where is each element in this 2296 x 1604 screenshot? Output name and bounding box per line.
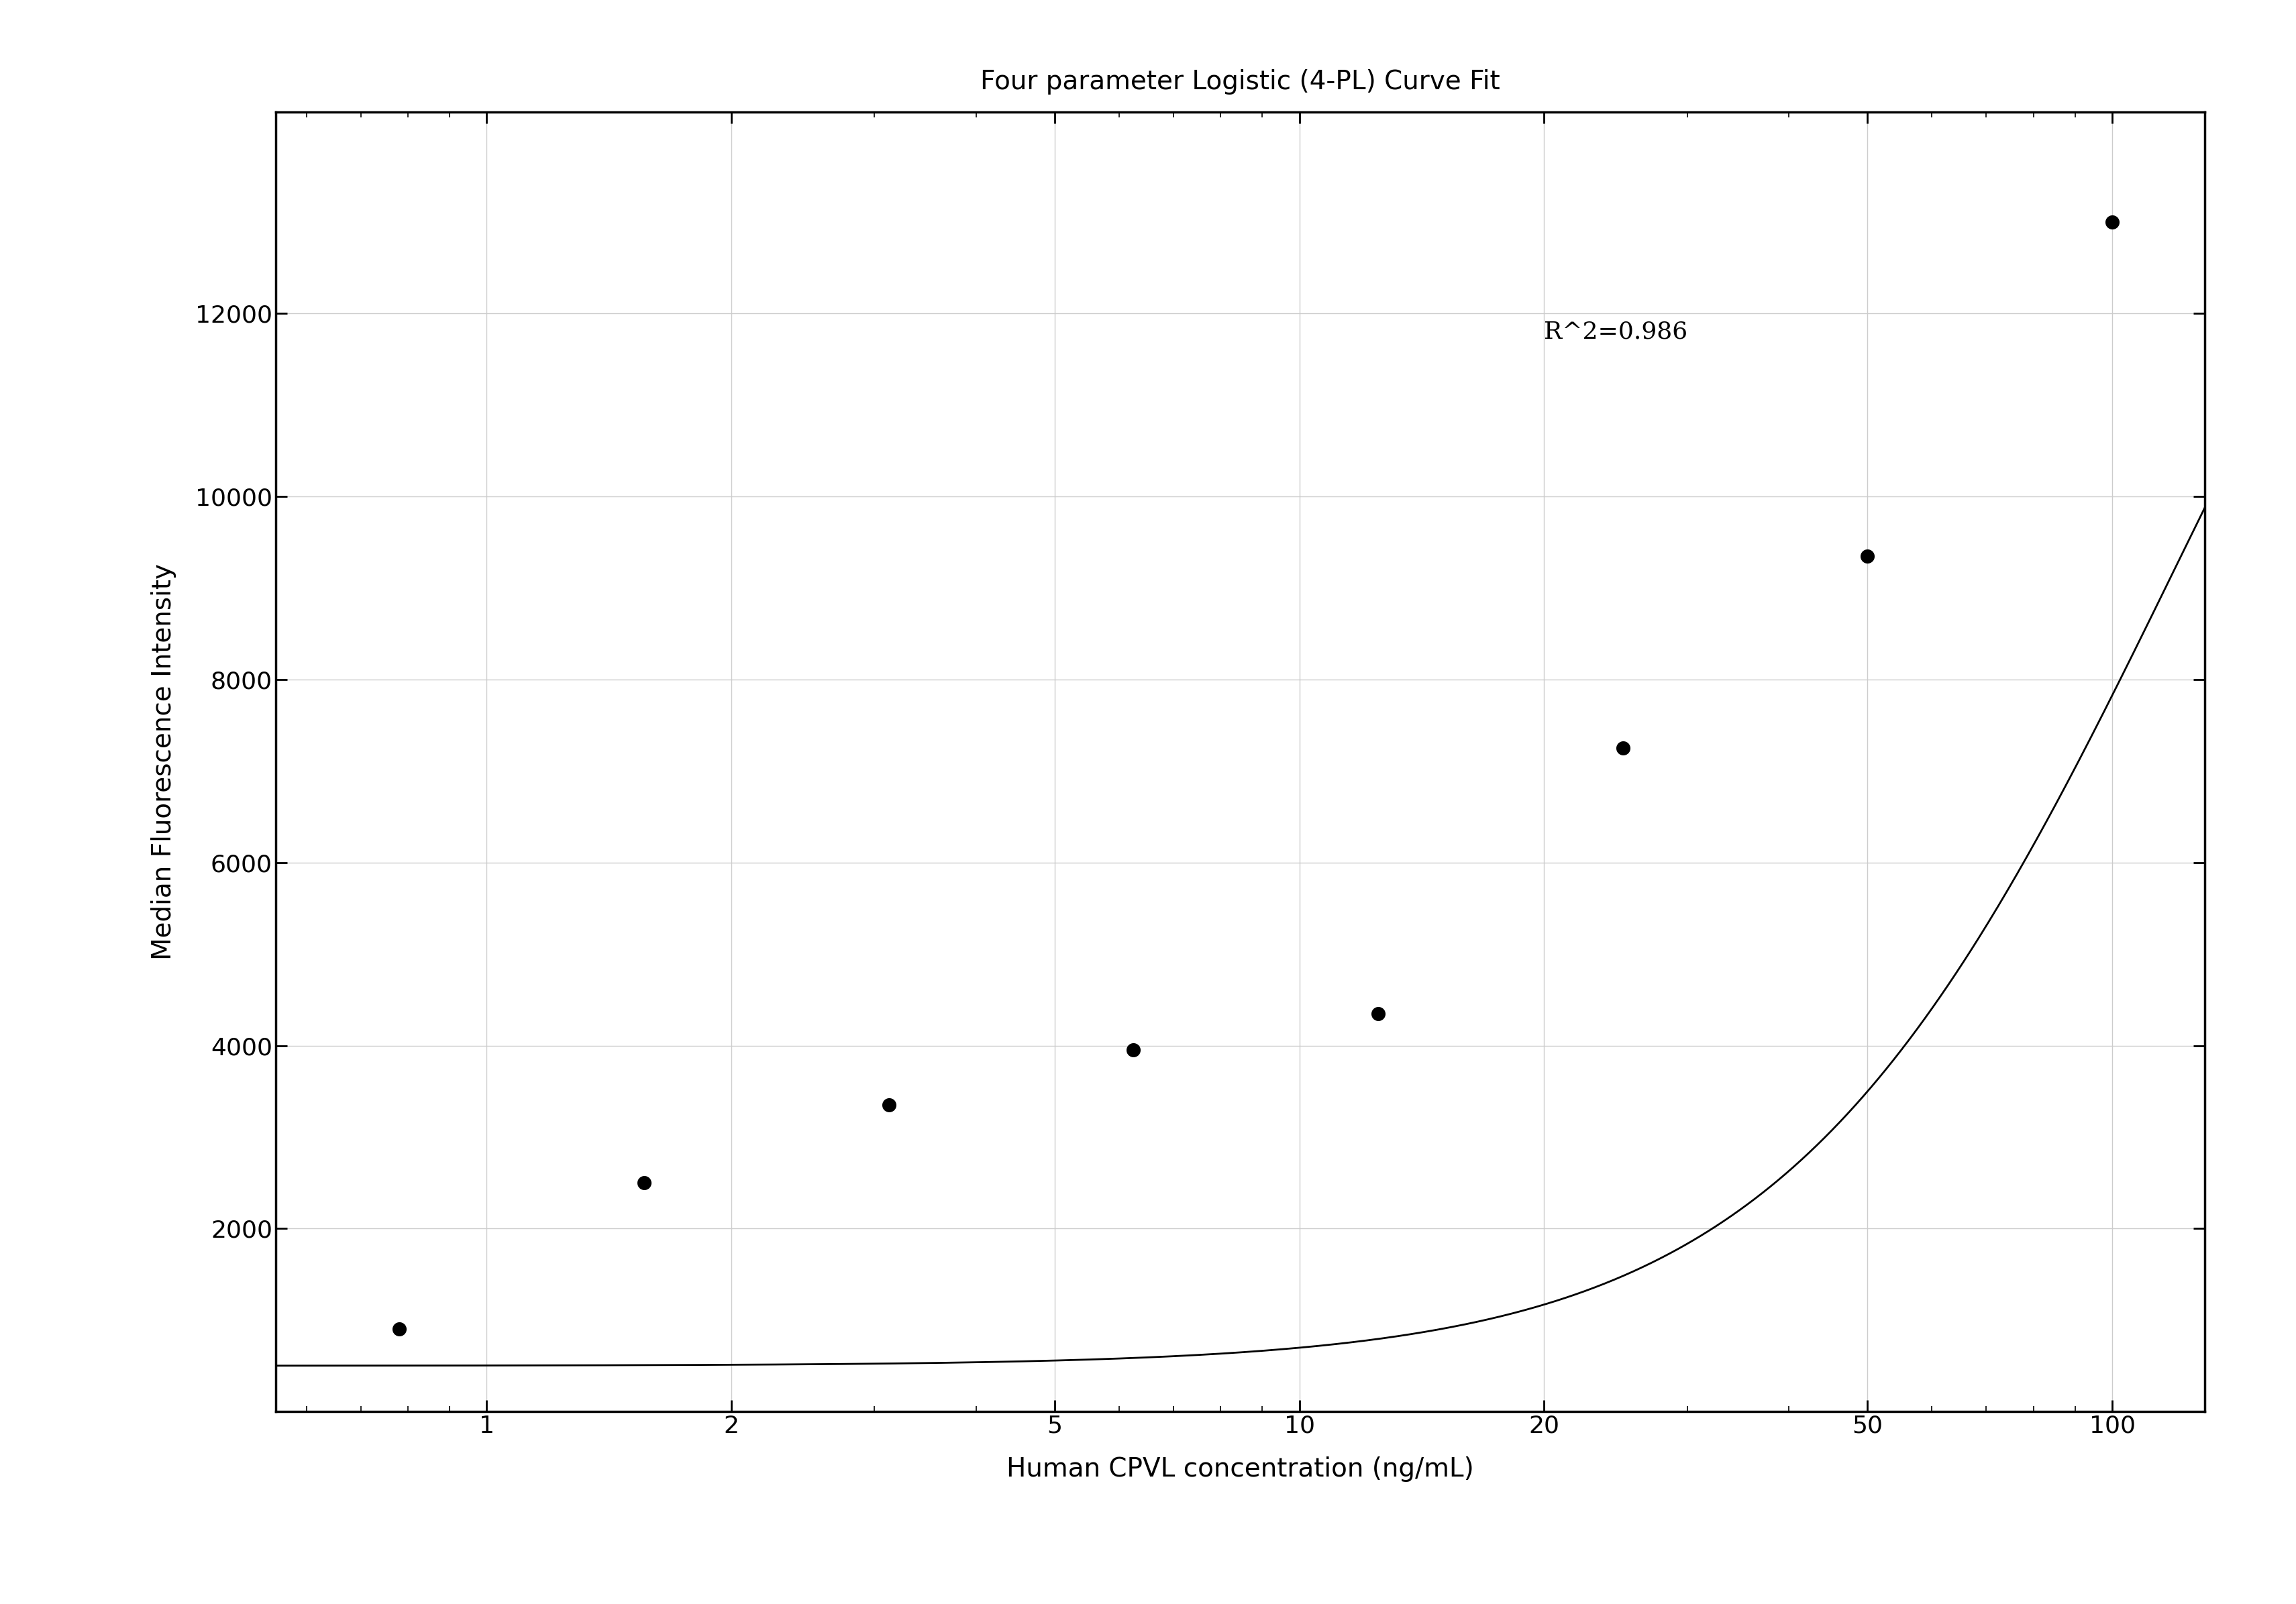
X-axis label: Human CPVL concentration (ng/mL): Human CPVL concentration (ng/mL) <box>1006 1456 1474 1482</box>
Point <box>1605 735 1642 760</box>
Point <box>1848 544 1885 569</box>
Title: Four parameter Logistic (4-PL) Curve Fit: Four parameter Logistic (4-PL) Curve Fit <box>980 69 1499 95</box>
Point <box>870 1092 907 1118</box>
Point <box>627 1169 664 1195</box>
Text: R^2=0.986: R^2=0.986 <box>1543 321 1688 343</box>
Point <box>1359 1001 1396 1027</box>
Y-axis label: Median Fluorescence Intensity: Median Fluorescence Intensity <box>152 563 177 961</box>
Point <box>1116 1038 1153 1063</box>
Point <box>2094 209 2131 234</box>
Point <box>381 1317 418 1343</box>
